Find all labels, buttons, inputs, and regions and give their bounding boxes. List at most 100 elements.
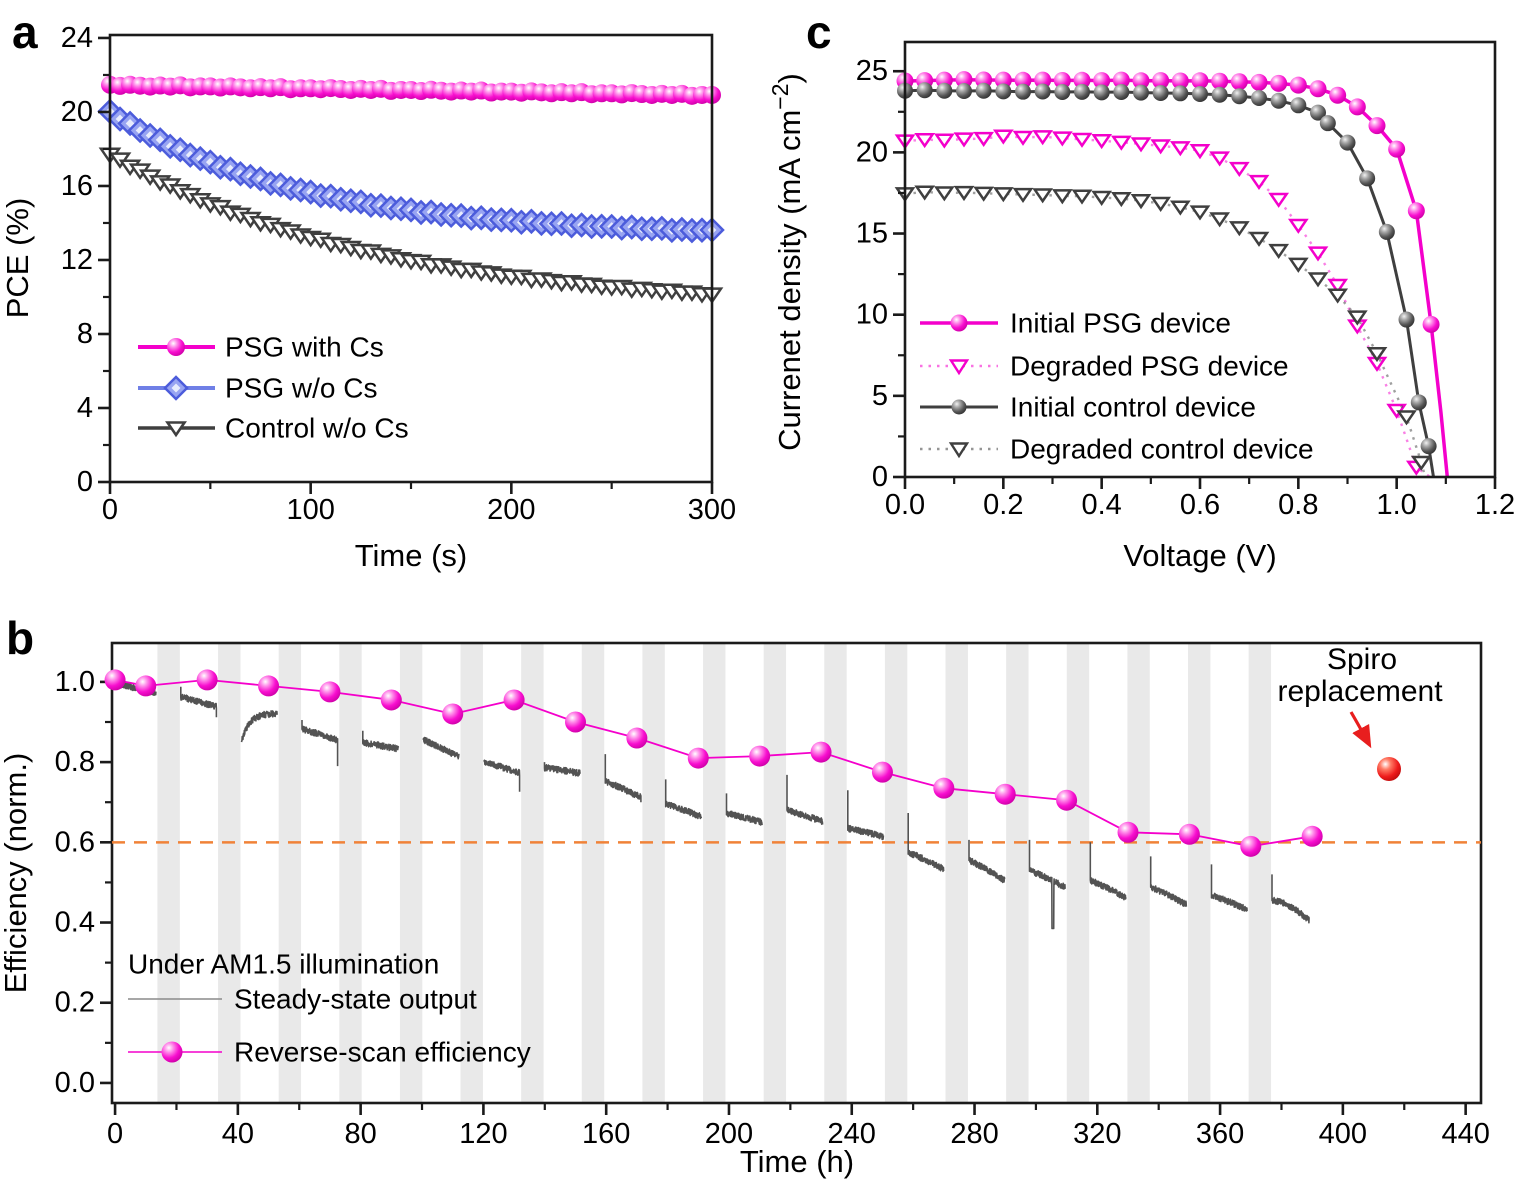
data-point-triangle bbox=[1012, 130, 1034, 146]
data-point-sphere bbox=[1211, 86, 1228, 103]
data-point-triangle bbox=[1071, 132, 1093, 148]
steady-state-trace-segment bbox=[604, 754, 642, 803]
data-point-triangle bbox=[953, 185, 975, 202]
data-point-sphere bbox=[1240, 835, 1262, 857]
data-point-sphere bbox=[319, 681, 341, 703]
x-axis-tick-label: 440 bbox=[1441, 1118, 1489, 1150]
y-axis-tick-label: 8 bbox=[77, 318, 93, 350]
data-point-sphere bbox=[916, 82, 933, 99]
dark-cycle-band bbox=[763, 643, 787, 1103]
y-axis-tick-label: 10 bbox=[856, 299, 888, 331]
panel-c-legend-item-degraded-psg: Degraded PSG device bbox=[920, 351, 1289, 382]
panel-b-x-axis-title: Time (h) bbox=[740, 1144, 854, 1179]
x-axis-tick-label: 1.2 bbox=[1475, 489, 1514, 521]
data-point-sphere bbox=[1211, 72, 1229, 90]
x-axis-tick-label: 0 bbox=[107, 1118, 123, 1150]
data-point-sphere bbox=[933, 777, 955, 799]
x-axis-tick-label: 400 bbox=[1319, 1118, 1367, 1150]
data-point-triangle bbox=[1169, 141, 1191, 157]
data-point-triangle bbox=[1287, 257, 1309, 273]
steady-state-trace-segment bbox=[240, 710, 278, 743]
data-point-triangle bbox=[1032, 188, 1054, 204]
spiro-replacement-annotation: Spiro replacement bbox=[1277, 643, 1443, 781]
steady-state-trace-segment bbox=[725, 793, 763, 826]
panel-c-series bbox=[894, 71, 1450, 478]
data-point-sphere bbox=[196, 669, 218, 691]
data-point-sphere bbox=[687, 747, 709, 769]
data-point-sphere bbox=[564, 711, 586, 733]
data-point-triangle bbox=[1110, 191, 1132, 208]
data-point-triangle bbox=[1130, 137, 1152, 153]
x-axis-tick-label: 240 bbox=[828, 1118, 876, 1150]
data-point-sphere bbox=[994, 783, 1016, 805]
y-axis-tick-label: 16 bbox=[61, 170, 93, 202]
data-point-sphere bbox=[1422, 315, 1440, 333]
panel-a-legend-item-psg-with-cs: PSG with Cs bbox=[138, 332, 384, 363]
x-axis-tick-label: 200 bbox=[705, 1118, 753, 1150]
panel-a-legend: PSG with Cs PSG w/o Cs Control w/o Cs bbox=[138, 332, 409, 444]
data-point-sphere bbox=[1301, 825, 1323, 847]
dark-cycle-band bbox=[945, 643, 968, 1103]
dark-cycle-band bbox=[1248, 643, 1272, 1103]
data-point-triangle bbox=[1307, 246, 1329, 262]
triangle-marker-icon bbox=[165, 421, 187, 438]
data-point-sphere bbox=[1132, 72, 1150, 90]
panel-c-plot: 0.0 0.2 0.4 0.6 0.8 1.0 1.2 0 5 10 15 20 25 bbox=[856, 40, 1514, 521]
panel-a-plot: 0 100 200 300 0 4 8 12 16 20 24 bbox=[61, 22, 736, 526]
y-axis-tick-label: 20 bbox=[856, 136, 888, 168]
panel-c-x-axis-title: Voltage (V) bbox=[1123, 538, 1276, 573]
data-point-sphere bbox=[1113, 83, 1130, 100]
data-point-sphere bbox=[1251, 89, 1267, 106]
annotation-text-line2: replacement bbox=[1277, 675, 1443, 708]
x-axis-tick-label: 0.8 bbox=[1278, 489, 1318, 521]
spiro-replacement-point bbox=[1377, 757, 1401, 781]
data-point-sphere bbox=[1117, 821, 1139, 843]
data-point-triangle bbox=[1110, 135, 1132, 151]
data-point-sphere bbox=[936, 82, 953, 99]
data-point-triangle bbox=[1248, 174, 1270, 191]
data-point-diamond-inner bbox=[205, 157, 215, 167]
panel-c-letter: c bbox=[806, 6, 832, 58]
dark-cycle-band bbox=[1066, 643, 1090, 1103]
panel-a-legend-item-control-wo-cs: Control w/o Cs bbox=[138, 413, 409, 444]
panel-c-y-axis-title-close: ) bbox=[772, 73, 807, 83]
y-axis-tick-label: 0 bbox=[77, 466, 93, 498]
data-point-triangle bbox=[914, 133, 936, 149]
data-point-triangle bbox=[992, 187, 1014, 203]
diamond-marker-inner-icon bbox=[171, 383, 181, 393]
sphere-marker-icon bbox=[951, 399, 967, 415]
steady-state-trace-segment bbox=[1149, 856, 1188, 907]
steady-state-trace-segment bbox=[1028, 839, 1066, 930]
plot-frame bbox=[110, 641, 1483, 1105]
x-axis-tick-label: 200 bbox=[487, 494, 535, 526]
panel-a-letter: a bbox=[12, 6, 38, 58]
data-point-sphere bbox=[1093, 72, 1111, 90]
data-point-triangle bbox=[1012, 187, 1034, 204]
data-point-diamond-inner bbox=[165, 141, 175, 151]
dark-cycle-band bbox=[884, 643, 908, 1103]
data-point-sphere bbox=[1420, 438, 1437, 455]
panel-b-y-axis-title: Efficiency (norm.) bbox=[0, 753, 33, 994]
data-point-triangle bbox=[1209, 212, 1231, 228]
triangle-marker-icon bbox=[948, 442, 970, 459]
dark-cycle-band bbox=[399, 643, 423, 1103]
panel-c-legend-item-initial-psg: Initial PSG device bbox=[920, 308, 1231, 339]
data-point-sphere bbox=[810, 741, 832, 763]
data-point-triangle bbox=[1051, 131, 1073, 147]
dark-cycle-band bbox=[703, 643, 726, 1103]
data-point-sphere bbox=[1133, 84, 1149, 101]
data-point-triangle bbox=[973, 186, 995, 202]
data-point-triangle bbox=[1130, 194, 1152, 210]
data-point-sphere bbox=[1339, 134, 1356, 151]
steady-state-output-traces bbox=[115, 680, 1310, 930]
data-point-sphere bbox=[1192, 85, 1208, 102]
reverse-scan-efficiency-series bbox=[104, 669, 1323, 857]
data-point-sphere bbox=[135, 675, 157, 697]
y-axis-tick-label: 15 bbox=[856, 218, 888, 250]
data-point-sphere bbox=[956, 83, 972, 100]
legend-label: Reverse-scan efficiency bbox=[234, 1037, 531, 1068]
data-point-sphere bbox=[1015, 83, 1031, 100]
dark-cycle-band bbox=[1006, 643, 1029, 1103]
sphere-marker-icon bbox=[161, 1041, 183, 1063]
